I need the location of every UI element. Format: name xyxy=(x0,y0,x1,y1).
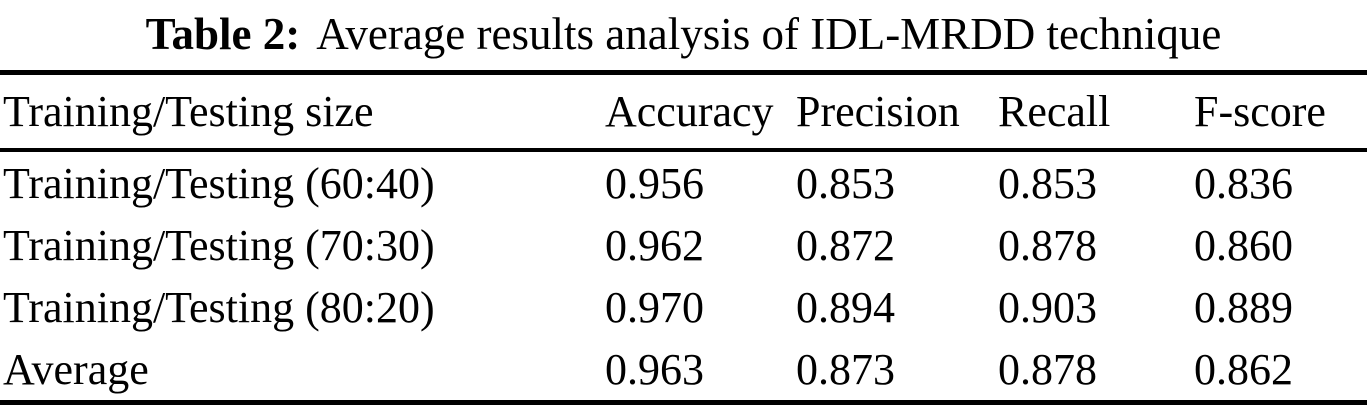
row-label: Training/Testing (80:20) xyxy=(3,282,435,332)
cell-recall: 0.853 xyxy=(998,158,1097,208)
header-row: Training/Testing size Accuracy Precision… xyxy=(0,73,1367,150)
column-header-recall: Recall xyxy=(998,87,1111,136)
cell-precision: 0.853 xyxy=(796,158,895,208)
column-header-training-testing-size: Training/Testing size xyxy=(3,87,374,136)
table-caption-text: Average results analysis of IDL-MRDD tec… xyxy=(316,9,1222,59)
table-caption-label: Table 2: xyxy=(145,9,301,59)
table-caption: Table 2: Average results analysis of IDL-… xyxy=(0,0,1367,70)
row-label: Training/Testing (60:40) xyxy=(3,158,435,208)
column-header-precision: Precision xyxy=(796,87,960,136)
cell-recall: 0.878 xyxy=(998,344,1097,394)
table-row-80-20: Training/Testing (80:20) 0.970 0.894 0.9… xyxy=(0,276,1367,338)
cell-fscore: 0.836 xyxy=(1194,158,1293,208)
cell-recall: 0.878 xyxy=(998,220,1097,270)
column-header-fscore: F-score xyxy=(1194,87,1326,136)
cell-recall: 0.903 xyxy=(998,282,1097,332)
cell-accuracy: 0.962 xyxy=(605,220,704,270)
column-header-accuracy: Accuracy xyxy=(605,87,774,136)
cell-fscore: 0.860 xyxy=(1194,220,1293,270)
cell-precision: 0.894 xyxy=(796,282,895,332)
row-label: Average xyxy=(3,344,149,394)
cell-accuracy: 0.970 xyxy=(605,282,704,332)
results-table: Training/Testing size Accuracy Precision… xyxy=(0,70,1367,405)
cell-fscore: 0.862 xyxy=(1194,344,1293,394)
cell-precision: 0.872 xyxy=(796,220,895,270)
table-row-average: Average 0.963 0.873 0.878 0.862 xyxy=(0,338,1367,403)
table-row-60-40: Training/Testing (60:40) 0.956 0.853 0.8… xyxy=(0,150,1367,214)
table-row-70-30: Training/Testing (70:30) 0.962 0.872 0.8… xyxy=(0,214,1367,276)
cell-accuracy: 0.956 xyxy=(605,158,704,208)
cell-accuracy: 0.963 xyxy=(605,344,704,394)
cell-fscore: 0.889 xyxy=(1194,282,1293,332)
cell-precision: 0.873 xyxy=(796,344,895,394)
row-label: Training/Testing (70:30) xyxy=(3,220,435,270)
